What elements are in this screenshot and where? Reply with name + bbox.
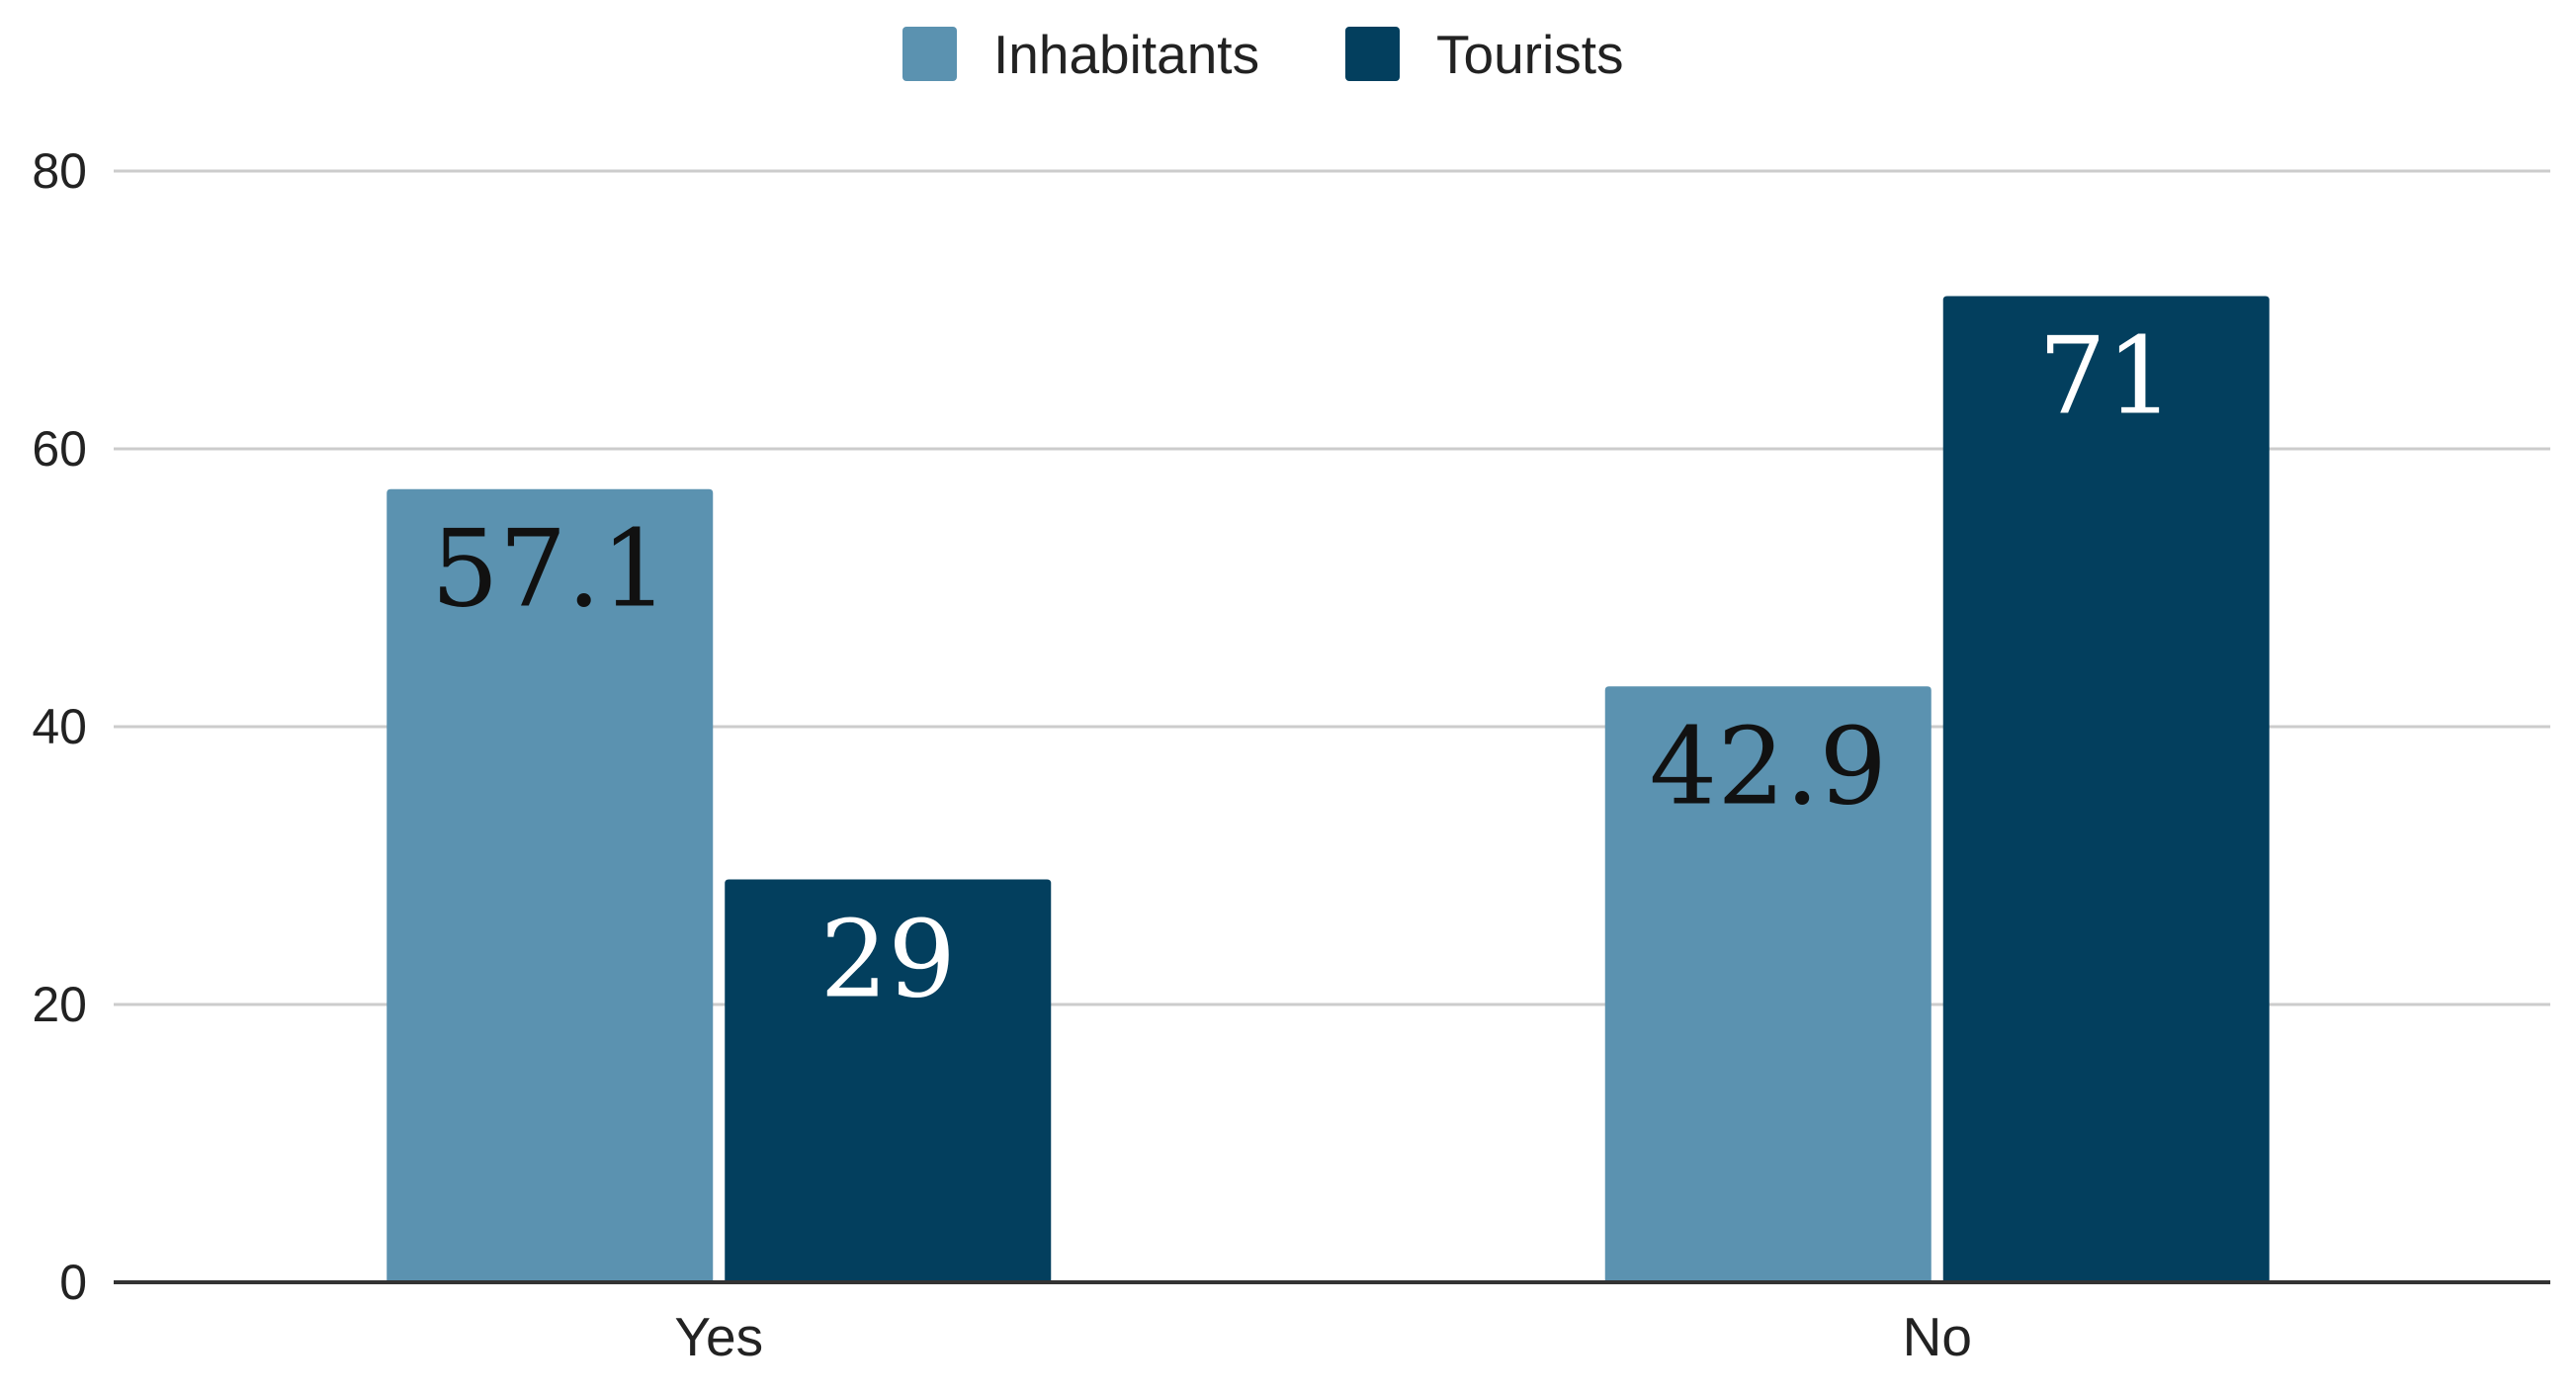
legend-swatch-inhabitants <box>902 27 957 81</box>
bars <box>386 296 2270 1282</box>
data-labels: 57.1 29 42.9 71 <box>431 314 2174 1021</box>
y-tick-label: 40 <box>32 699 87 754</box>
x-category-label: Yes <box>674 1306 763 1367</box>
legend-label-tourists: Tourists <box>1436 24 1624 85</box>
y-tick-label: 60 <box>32 421 87 477</box>
legend-label-inhabitants: Inhabitants <box>993 24 1259 85</box>
x-category-label: No <box>1903 1306 1972 1367</box>
bar-inhabitants-no <box>1604 686 1932 1282</box>
data-label: 42.9 <box>1650 705 1887 828</box>
legend-swatch-tourists <box>1345 27 1400 81</box>
data-label: 57.1 <box>431 508 668 632</box>
legend: Inhabitants Tourists <box>902 24 1624 85</box>
y-tick-label: 80 <box>32 143 87 199</box>
data-label: 29 <box>820 899 956 1022</box>
y-tick-label: 20 <box>32 977 87 1032</box>
y-axis: 0 20 40 60 80 <box>32 143 87 1310</box>
data-label: 71 <box>2038 314 2174 438</box>
y-tick-label: 0 <box>59 1255 87 1310</box>
bar-tourists-no <box>1942 296 2270 1282</box>
bar-tourists-yes <box>725 879 1052 1282</box>
x-axis: Yes No <box>114 1280 2550 1367</box>
bar-inhabitants-yes <box>386 488 714 1282</box>
